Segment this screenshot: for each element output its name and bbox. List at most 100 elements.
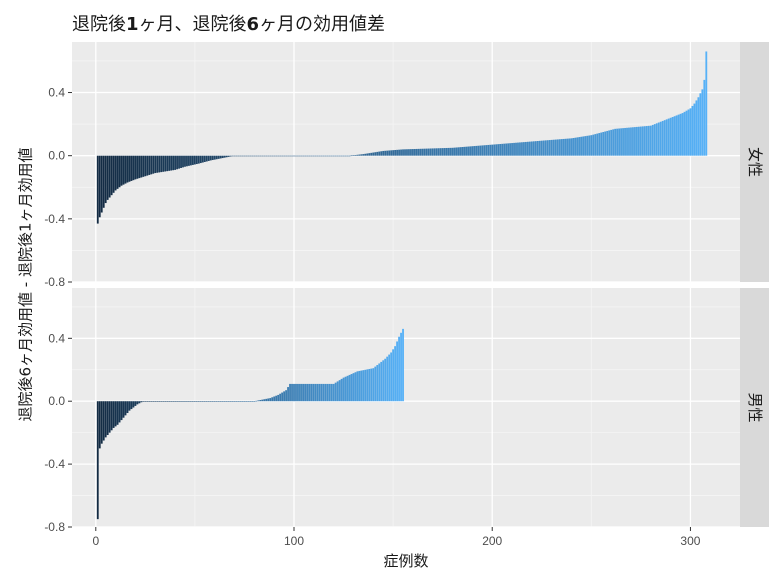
bar [386,150,389,156]
bar [354,372,357,402]
bar [128,401,131,411]
bar [503,143,506,156]
bar [326,155,329,157]
bar [677,114,680,156]
bar [538,140,541,156]
bar [297,383,299,402]
bar [400,149,402,156]
chart-title-part-0: 退院後 [72,14,126,35]
bar [215,401,218,402]
bar [102,155,105,208]
bar [485,145,488,156]
bar [542,140,545,156]
bar [249,155,252,157]
bar [138,401,141,404]
bar [332,383,335,402]
bar [138,155,141,179]
bar [166,155,169,172]
bar [207,155,210,161]
bar [390,150,393,156]
bar [417,148,420,156]
bar [372,368,375,402]
bar [507,143,509,156]
bar [217,155,220,159]
bar [104,401,107,438]
bar [515,142,517,156]
bar [463,146,466,156]
bar [467,146,470,156]
bar [378,363,381,402]
bar [152,401,155,402]
bar [221,401,224,402]
bar [134,155,137,180]
bar [142,401,145,402]
bar [491,144,494,156]
bar [519,142,521,156]
bar [572,138,575,156]
bar [116,155,119,189]
bar [368,368,371,402]
bar [283,391,286,402]
bar [221,155,224,159]
bar [574,137,577,156]
bar [584,136,587,156]
bar [443,148,446,156]
bar [461,147,464,156]
bar [328,155,331,157]
bar [421,148,424,156]
bar [235,401,238,402]
bar [532,141,535,156]
bar [144,401,147,402]
bar [550,139,553,156]
bar [497,144,500,156]
bar [237,155,240,157]
bar [380,361,383,402]
bar [649,125,652,156]
y-tick-label: -0.4 [44,457,65,471]
bar [342,155,345,157]
bar [241,155,244,157]
bar [564,138,567,156]
bar [219,155,222,159]
bar [415,148,418,156]
bar [277,155,280,157]
bar [354,155,357,156]
bar [447,147,450,156]
y-tick-label: 0.0 [48,394,65,408]
bar [408,149,410,156]
bar [303,155,305,157]
bar [318,383,321,402]
bar [176,155,178,170]
bar [267,398,270,402]
bar [400,332,402,402]
bar [308,155,311,157]
bar [215,155,218,160]
bar [310,155,313,157]
panel-background-1 [72,288,740,527]
bar [267,155,270,157]
bar [124,155,127,184]
bar [665,119,668,156]
bar [703,79,706,156]
bar [364,153,367,156]
bar [98,155,101,218]
bar [180,155,182,168]
bar [612,129,615,156]
x-tick-label: 300 [680,534,700,548]
bar [616,128,619,156]
bar [213,401,216,402]
bar [344,155,347,157]
bar [499,144,502,156]
bar [100,401,103,444]
bar [651,124,654,156]
bar [263,399,266,402]
bar [130,155,133,181]
bar [576,137,579,156]
bar [253,401,256,402]
bar [301,383,303,402]
bar [322,383,325,402]
bar [322,155,325,157]
bar [150,155,153,175]
y-axis-title: 退院後6ヶ月効用値 - 退院後1ヶ月効用値 [17,147,35,421]
bar [156,401,159,402]
